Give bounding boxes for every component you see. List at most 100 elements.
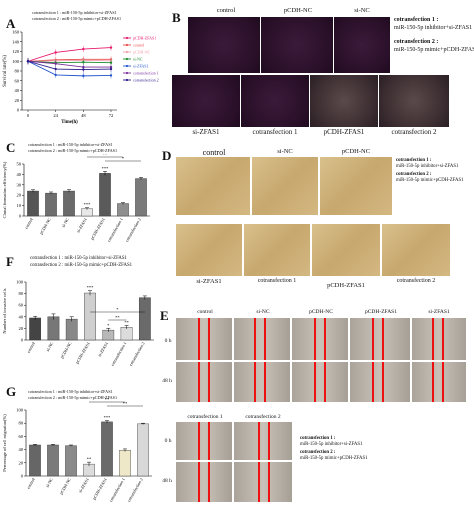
a-point	[54, 73, 57, 77]
a-series-line	[27, 60, 112, 70]
a-point	[82, 61, 85, 64]
f-sig-star: *	[107, 323, 110, 328]
chart-g-migration: 0 20 40 60 80 100 Percentage of cell migration…	[2, 398, 152, 503]
e-image-cotransfection-2-48h	[234, 462, 292, 502]
e-image-si-zfas1-48h	[412, 362, 466, 402]
f-ytick-label: 40	[19, 314, 24, 319]
c-ytick-label: 20	[17, 193, 22, 198]
a-legend-marker	[125, 64, 129, 68]
b-note-2-title: cotransfection 2 :	[394, 39, 439, 45]
a-legend-label: cotransfection 2	[133, 78, 159, 83]
a-legend-label: pCDH-NC	[133, 50, 151, 55]
a-legend-marker	[125, 50, 129, 54]
a-series-line	[27, 58, 111, 62]
f-bar	[84, 292, 96, 341]
panel-f-note-2: cotransfection 2 : miR-150-5p mimic+pCDH…	[30, 263, 133, 268]
panel-label-g: G	[6, 384, 17, 399]
d-caption-cotransfection-1: cotransfection 1	[257, 278, 297, 284]
f-bar	[120, 327, 133, 341]
chart-a-survival: 0 20 40 60 80 100 120 140 160 0 24 48 72 Time(h) Survi…	[3, 30, 159, 126]
c-ytick-label: 50	[17, 162, 22, 167]
panel-c-note-1: cotransfection 1 : miR-150-5p inhibitor+…	[28, 142, 113, 147]
c-bar	[27, 190, 39, 217]
a-legend-label: si-NC	[133, 57, 143, 62]
c-sig-label: *	[122, 156, 125, 161]
c-category-label: pCDH-ZFAS1	[89, 217, 106, 241]
e-image-si-nc-0h	[234, 318, 290, 360]
c-bar	[135, 178, 147, 217]
a-ytick-label: 60	[15, 78, 20, 83]
b-caption-si-zfas1: si-ZFAS1	[192, 128, 220, 136]
b-caption-cotransfection-1: cotransfection 1	[252, 128, 298, 136]
f-bar	[65, 318, 78, 341]
g-ytick-label: 100	[16, 408, 24, 413]
f-ytick-label: 100	[16, 280, 24, 285]
g-ytick-label: 80	[19, 421, 24, 426]
g-sig-star: **	[87, 457, 92, 462]
d-note-1-value: miR-150-5p inhibitor+si-ZFAS1	[396, 164, 459, 169]
panel-label-b: B	[172, 10, 181, 25]
a-x-title: Time(h)	[61, 120, 78, 125]
f-bar	[29, 317, 42, 341]
f-ytick-label: 60	[19, 303, 24, 308]
g-category-label: cotransfection 1	[108, 477, 126, 503]
b-image-pcdh-zfas1	[310, 75, 378, 127]
c-ytick-label: 40	[17, 172, 22, 177]
c-category-label: pCDH-NC	[38, 217, 52, 235]
e-header-cotransfection-1: cotransfection 1	[187, 414, 223, 420]
a-ytick-label: 100	[12, 59, 20, 64]
f-ytick-label: 0	[21, 338, 24, 343]
e-time-0h-bottom: 0 h	[164, 438, 172, 444]
e-time-0h-top: 0 h	[164, 338, 172, 344]
e-image-pcdh-nc-0h	[292, 318, 348, 360]
a-ytick-label: 120	[12, 49, 20, 54]
b-note-1-value: miR-150-5p inhibitor+si-ZFAS1	[394, 25, 473, 31]
f-category-label: pCDH-NC	[59, 341, 73, 359]
g-bar	[119, 450, 131, 477]
c-sig-star: ***	[102, 166, 110, 171]
b-image-pcdh-nc	[261, 17, 333, 73]
panel-c-note-2: cotransfection 2 : miR-150-5p mimic+pCDH…	[28, 148, 118, 153]
g-category-label: pCDH-ZFAS1	[91, 477, 108, 501]
e-image-si-nc-48h	[234, 362, 290, 402]
g-bar	[137, 423, 149, 477]
chart-c-clonal: 0 10 20 30 40 50 Clonal formation efficiency(%…	[2, 154, 150, 243]
f-ytick-label: 80	[19, 291, 24, 296]
e-image-si-zfas1-0h	[412, 318, 466, 360]
b-header-pcdh-nc: pCDH-NC	[283, 7, 313, 14]
panel-a-note-2: cotransfection 2 : miR-150-5p mimic+pCDH…	[32, 16, 122, 21]
f-sig-star: ***	[87, 285, 95, 290]
a-legend-label: pCDH-ZFAS1	[133, 36, 156, 41]
a-ytick-label: 80	[15, 69, 20, 74]
b-image-cotransfection-2	[379, 75, 449, 127]
a-xtick-label: 72	[109, 113, 114, 118]
d-caption-pcdh-zfas1: pCDH-ZFAS1	[327, 282, 365, 289]
b-note-2-value: miR-150-5p mimic+pCDH-ZFAS1	[394, 47, 474, 53]
panel-label-e: E	[160, 308, 169, 323]
a-point	[54, 62, 57, 65]
a-point	[82, 47, 85, 51]
a-xtick-label: 48	[81, 113, 86, 118]
a-series-line	[27, 59, 112, 62]
panel-label-a: A	[6, 16, 16, 31]
e-header-cotransfection-2: cotransfection 2	[245, 414, 281, 420]
panel-label-f: F	[6, 254, 14, 269]
a-y-title: Survival rate(%)	[3, 55, 8, 87]
g-category-label: pCDH-NC	[58, 477, 72, 495]
e-note-1-title: cotransfection 1 :	[300, 436, 336, 441]
e-image-pcdh-zfas1-0h	[350, 318, 410, 360]
f-category-label: control	[26, 340, 37, 353]
a-point	[82, 74, 85, 78]
f-category-label: pCDH-ZFAS1	[74, 341, 91, 365]
f-bar	[47, 316, 60, 341]
a-ytick-label: 20	[15, 98, 20, 103]
a-legend-marker	[125, 78, 129, 82]
a-xtick-label: 24	[53, 113, 58, 118]
e-image-control-48h	[176, 362, 232, 402]
chart-f-invasion: 0 20 40 60 80 100 Number of invasive cells cont…	[2, 280, 154, 367]
d-image-cotransfection-1	[244, 224, 310, 276]
b-image-si-nc	[334, 17, 390, 73]
d-image-pcdh-nc	[320, 157, 392, 215]
f-bar	[138, 297, 151, 341]
e-image-cotransfection-2-0h	[234, 422, 292, 460]
